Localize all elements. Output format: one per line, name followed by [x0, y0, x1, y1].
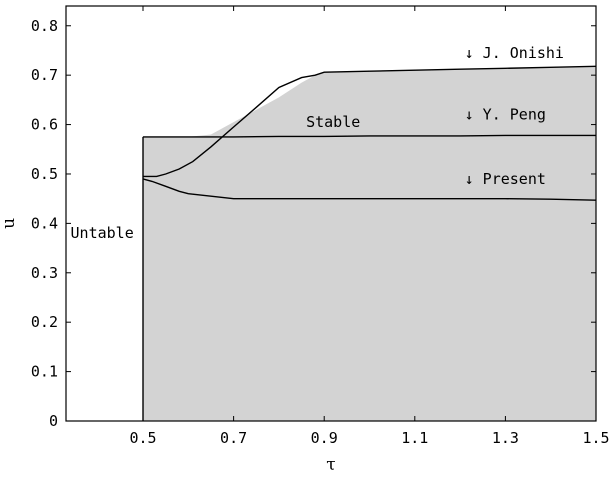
series-line-y-peng — [143, 134, 596, 138]
series-line-j-onishi — [143, 65, 597, 178]
tick-layer: 0.5 0.7 0.9 1.1 1.3 1.5 0 0.1 0.2 0.3 0.4 0.5 0.6 0.7… — [31, 6, 609, 447]
y-tick-label: 0.7 — [31, 66, 58, 84]
annotation-untable: Untable — [71, 224, 134, 242]
y-tick-label: 0.2 — [31, 313, 58, 331]
y-tick-label: 0.3 — [31, 264, 58, 282]
annotation-stable: Stable — [306, 113, 360, 131]
annotation-peng: ↓ Y. Peng — [465, 106, 546, 124]
x-tick-label: 1.3 — [492, 429, 519, 447]
series-layer — [142, 65, 597, 421]
annotation-present: ↓ Present — [465, 170, 546, 188]
y-tick-label: 0 — [49, 412, 58, 430]
annotation-onishi: ↓ J. Onishi — [465, 44, 564, 62]
y-axis-label: u — [0, 218, 19, 229]
x-tick-label: 0.7 — [220, 429, 247, 447]
series-line-present — [142, 178, 597, 201]
y-tick-label: 0.1 — [31, 363, 58, 381]
y-tick-label: 0.5 — [31, 165, 58, 183]
stable-region-layer — [143, 66, 596, 422]
x-tick-label: 0.5 — [129, 429, 156, 447]
x-axis-label: τ — [326, 455, 335, 475]
stable-region — [143, 66, 596, 422]
y-tick-label: 0.6 — [31, 116, 58, 134]
x-tick-label: 0.9 — [311, 429, 338, 447]
x-tick-label: 1.1 — [401, 429, 428, 447]
plot-frame — [65, 5, 597, 422]
y-tick-label: 0.4 — [31, 214, 58, 232]
x-tick-label: 1.5 — [582, 429, 609, 447]
y-tick-label: 0.8 — [31, 17, 58, 35]
annotation-layer: ↓ J. Onishi ↓ Y. Peng ↓ Present Stable Untab… — [71, 44, 564, 242]
